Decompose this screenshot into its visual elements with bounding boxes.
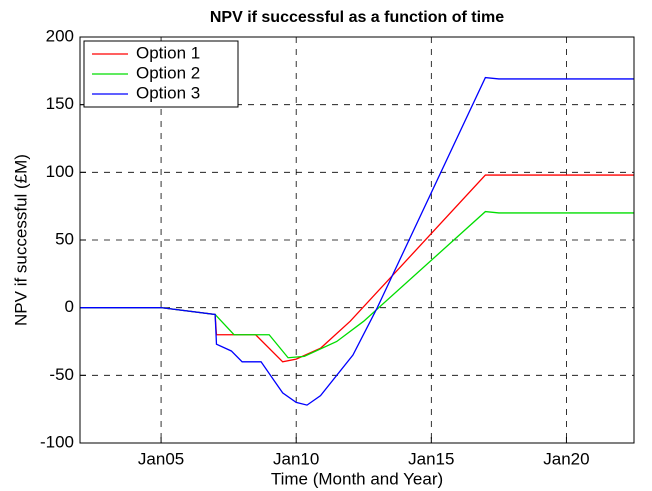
legend-label: Option 2 bbox=[136, 63, 200, 82]
plot-frame bbox=[79, 36, 635, 444]
y-tick-label: 100 bbox=[46, 162, 74, 181]
series-line bbox=[80, 76, 634, 406]
x-tick-label: Jan15 bbox=[408, 449, 454, 468]
x-tick-label: Jan05 bbox=[138, 449, 184, 468]
y-axis-label: NPV if successful (£M) bbox=[11, 154, 30, 326]
y-tick-label: -100 bbox=[40, 432, 74, 451]
y-tick-label: 0 bbox=[65, 297, 74, 316]
x-axis-label: Time (Month and Year) bbox=[271, 469, 443, 488]
chart-title: NPV if successful as a function of time bbox=[210, 9, 504, 26]
x-tick-label: Jan10 bbox=[273, 449, 319, 468]
y-tick-label: 50 bbox=[55, 229, 74, 248]
legend-label: Option 1 bbox=[136, 43, 200, 62]
y-tick-label: 200 bbox=[46, 26, 74, 45]
legend-label: Option 3 bbox=[136, 83, 200, 102]
y-tick-label: 150 bbox=[46, 94, 74, 113]
y-tick-label: -50 bbox=[49, 365, 74, 384]
x-tick-label: Jan20 bbox=[543, 449, 589, 468]
